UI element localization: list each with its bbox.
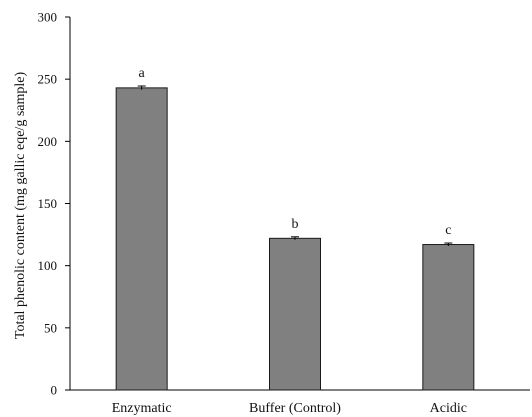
y-tick-label: 0 [51,383,58,398]
y-tick-label: 300 [38,10,58,25]
y-axis: 0 50 100 150 200 250 300 [38,10,71,398]
bar-enzymatic [115,87,168,391]
bar-acidic [422,244,475,391]
y-tick-label: 50 [44,320,57,335]
significance-letter: c [445,223,451,238]
significance-letter: a [139,66,146,81]
y-axis-title: Total phenolic content (mg gallic eqe/g … [13,72,28,340]
x-tick-label: Enzymatic [112,401,172,416]
x-tick-label: Acidic [430,401,467,416]
y-tick-label: 200 [38,134,58,149]
significance-letter: b [292,217,299,232]
x-tick-label: Buffer (Control) [249,401,341,416]
y-tick-label: 250 [38,72,58,87]
bar-buffer-control [269,237,321,391]
labels: Enzymatic a Buffer (Control) b Acidic c [112,66,467,416]
bars [115,85,475,391]
y-tick-label: 150 [38,196,58,211]
y-tick-label: 100 [38,258,58,273]
